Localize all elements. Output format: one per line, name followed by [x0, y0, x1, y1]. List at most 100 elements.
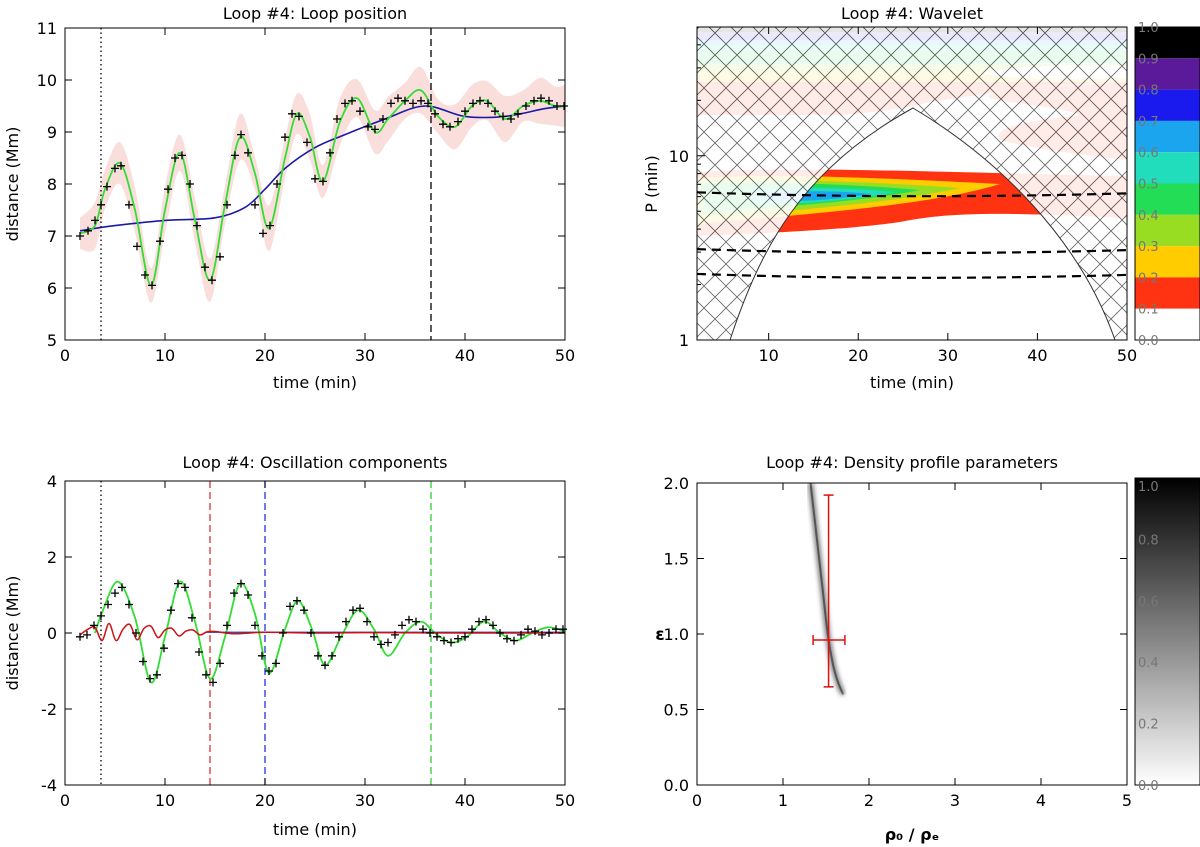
data-point — [118, 583, 126, 592]
x-tick-label: 40 — [1027, 346, 1047, 365]
data-point — [265, 667, 273, 675]
data-point — [379, 115, 387, 123]
data-point — [341, 99, 349, 108]
y-tick-label: 2 — [47, 548, 57, 567]
y-axis-label: distance (Mm) — [3, 127, 22, 242]
data-point — [496, 629, 504, 637]
cone-of-influence — [697, 27, 1127, 340]
data-point — [237, 579, 245, 588]
data-point — [231, 151, 239, 160]
colorbar-label: 1.0 — [1138, 480, 1159, 495]
data-point — [482, 615, 490, 624]
data-point — [293, 596, 301, 605]
data-point — [370, 632, 378, 641]
x-tick-label: 3 — [950, 791, 960, 810]
data-point — [111, 164, 119, 173]
data-point — [409, 99, 417, 108]
data-point — [311, 174, 319, 183]
plot-frame — [64, 27, 566, 341]
data-point — [272, 659, 280, 668]
colorbar-label: 0.6 — [1138, 146, 1159, 161]
likelihood-map — [808, 483, 846, 696]
data-point — [364, 122, 372, 131]
data-point — [223, 200, 231, 209]
likelihood-ridge — [808, 483, 846, 696]
data-point — [273, 180, 281, 188]
data-point — [426, 629, 434, 637]
data-point — [209, 678, 217, 687]
data-point — [321, 661, 329, 670]
data-point — [97, 611, 105, 620]
chart-title: Loop #4: Oscillation components — [183, 453, 448, 472]
data-point — [510, 636, 518, 645]
data-point — [489, 621, 497, 630]
y-tick-label: 5 — [47, 331, 57, 350]
colorbar-level — [1135, 120, 1200, 153]
data-point — [258, 651, 266, 660]
data-point — [174, 579, 182, 588]
colorbar-label: 1.0 — [1138, 21, 1159, 36]
x-tick-label: 0 — [692, 791, 702, 810]
data-point — [503, 634, 511, 643]
data-point — [461, 107, 469, 116]
y-axis-label: ε — [655, 625, 664, 645]
colorbar-level — [1135, 58, 1200, 90]
colorbar-level — [1135, 89, 1200, 121]
y-tick-label: 11 — [37, 19, 57, 38]
x-tick-label: 10 — [155, 791, 175, 810]
data-point — [559, 625, 567, 634]
data-point — [394, 94, 402, 103]
data-point — [295, 112, 303, 121]
data-point — [167, 606, 175, 615]
x-tick-label: 20 — [255, 346, 275, 365]
data-point — [545, 96, 553, 105]
data-point — [160, 644, 168, 653]
data-point — [454, 117, 462, 126]
y-tick-label: 0 — [47, 624, 57, 643]
data-point — [356, 107, 364, 116]
data-point — [491, 107, 499, 116]
colorbar-level — [1135, 308, 1200, 340]
likelihood-colorbar: 1.0 0.8 0.6 0.4 0.2 0.0 — [1134, 477, 1200, 794]
data-point — [76, 232, 84, 240]
y-tick-label: 1.5 — [664, 550, 689, 569]
x-tick-label: 30 — [938, 346, 958, 365]
significance-line — [697, 248, 1127, 255]
colorbar-label: 0.2 — [1138, 271, 1159, 286]
colorbar-level — [1135, 183, 1200, 215]
colorbar-label: 0.8 — [1138, 533, 1159, 548]
plot-frame — [696, 26, 1128, 341]
x-tick-label: 5 — [1122, 791, 1132, 810]
data-point — [178, 151, 186, 160]
y-tick-label: 0.5 — [664, 701, 689, 720]
data-point — [384, 638, 392, 647]
data-point — [342, 617, 350, 626]
data-point — [259, 229, 267, 238]
data-point — [139, 657, 147, 666]
data-point — [181, 583, 189, 592]
data-point — [319, 177, 327, 186]
data-point — [148, 281, 156, 290]
colorbar-label: 0.5 — [1138, 178, 1159, 193]
data-point — [195, 648, 203, 656]
data-point — [538, 630, 546, 639]
colorbar-label: 0.2 — [1138, 718, 1159, 733]
data-point — [125, 600, 133, 609]
data-point — [391, 630, 399, 639]
axes: 0 10 20 30 40 50 -4 -2 0 2 4 — [41, 472, 575, 810]
chart-title: Loop #4: Density profile parameters — [766, 453, 1058, 472]
x-tick-label: 50 — [555, 346, 575, 365]
data-point — [469, 99, 477, 108]
x-tick-label: 2 — [864, 791, 874, 810]
data-point — [133, 242, 141, 251]
data-point — [545, 629, 553, 637]
likelihood-ridge-core — [809, 483, 845, 695]
data-point — [97, 200, 105, 209]
data-point — [244, 591, 252, 599]
data-point — [303, 138, 311, 147]
data-point — [433, 632, 441, 641]
x-tick-label: 40 — [455, 346, 475, 365]
x-tick-label: 20 — [848, 346, 868, 365]
data-point — [454, 634, 462, 643]
data-point — [230, 589, 238, 598]
